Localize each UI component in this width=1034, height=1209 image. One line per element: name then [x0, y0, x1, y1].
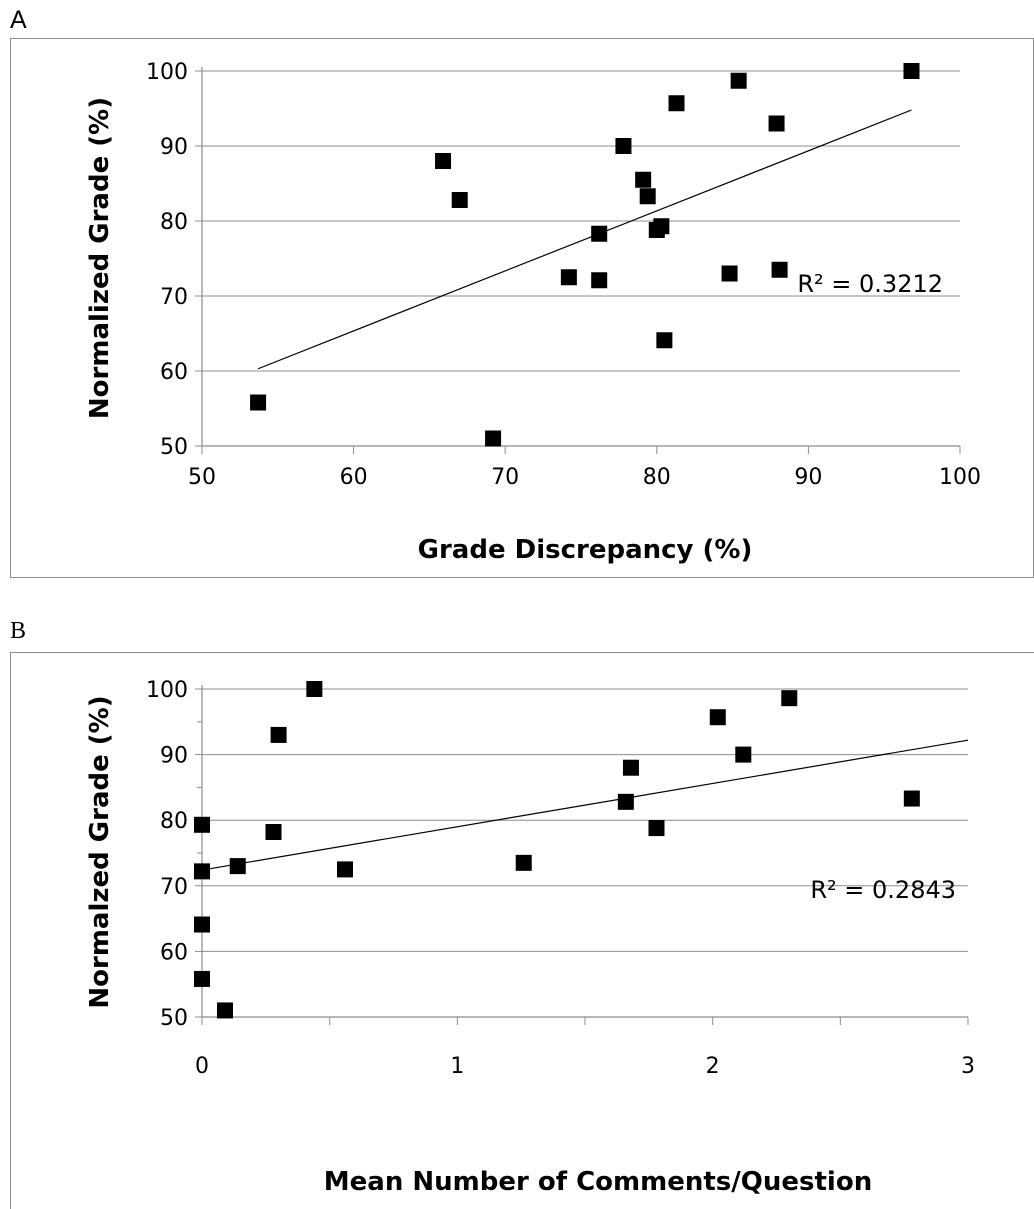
data-point	[336, 861, 353, 878]
y-axis-title: Normalzed Grade (%)	[85, 695, 115, 1008]
x-tick-label: 90	[794, 465, 822, 490]
data-point	[668, 95, 685, 112]
data-point	[451, 192, 468, 208]
data-point	[591, 225, 608, 242]
data-point	[653, 218, 670, 235]
y-tick-label: 90	[160, 135, 188, 160]
y-tick-label: 60	[160, 360, 188, 385]
x-tick-label: 1	[450, 1054, 464, 1079]
data-point	[656, 332, 673, 349]
data-point	[270, 726, 287, 743]
x-tick-label: 0	[195, 1054, 209, 1079]
x-axis-title: Mean Number of Comments/Question	[324, 1167, 872, 1197]
data-point	[903, 790, 920, 807]
data-point	[781, 690, 798, 707]
data-point	[485, 430, 502, 447]
data-point	[306, 681, 323, 697]
y-tick-label: 90	[160, 744, 188, 769]
y-tick-label: 100	[146, 60, 188, 85]
data-point	[216, 1002, 233, 1019]
data-point	[768, 115, 785, 132]
data-point	[591, 272, 608, 289]
data-point	[194, 916, 210, 933]
x-tick-label: 100	[939, 465, 981, 490]
x-tick-label: 3	[961, 1054, 975, 1079]
y-axis-title: Normalized Grade (%)	[85, 97, 115, 419]
x-tick-label: 80	[643, 465, 671, 490]
data-point	[265, 824, 282, 841]
y-tick-label: 70	[160, 875, 188, 900]
panel-a-label: A	[10, 6, 27, 34]
data-point	[730, 72, 747, 89]
data-point	[435, 153, 452, 169]
data-point	[194, 863, 210, 880]
data-point	[771, 261, 788, 278]
x-axis-title: Grade Discrepancy (%)	[418, 535, 753, 565]
data-point	[709, 709, 726, 726]
r-squared-annotation: R² = 0.3212	[797, 270, 943, 298]
x-tick-label: 60	[340, 465, 368, 490]
data-point	[617, 793, 634, 810]
trendline	[257, 109, 912, 370]
panel-b-label: B	[10, 618, 27, 644]
y-tick-label: 60	[160, 940, 188, 965]
trendline	[201, 739, 969, 871]
r-squared-annotation: R² = 0.2843	[810, 876, 956, 904]
data-point	[250, 394, 267, 411]
y-tick-label: 100	[146, 678, 188, 703]
chart-b-frame	[10, 652, 1034, 1209]
x-tick-label: 50	[188, 465, 216, 490]
x-tick-label: 70	[491, 465, 519, 490]
data-point	[194, 970, 210, 987]
y-tick-label: 70	[160, 285, 188, 310]
data-point	[735, 746, 752, 763]
data-point	[560, 269, 577, 286]
y-tick-label: 80	[160, 210, 188, 235]
data-point	[229, 858, 246, 875]
y-tick-label: 80	[160, 809, 188, 834]
chart-a: 50 60 70 80 90 100 50 60 70 80 90 100 Grade Discrepa…	[85, 60, 981, 565]
y-tick-label: 50	[160, 435, 188, 460]
data-point	[721, 265, 738, 282]
data-point	[622, 759, 639, 776]
data-point	[648, 820, 665, 837]
x-tick-label: 2	[706, 1054, 720, 1079]
data-point	[515, 854, 532, 871]
data-point	[639, 188, 656, 205]
data-point	[615, 138, 632, 154]
y-tick-label: 50	[160, 1006, 188, 1031]
data-point	[194, 816, 210, 833]
data-point	[903, 63, 920, 79]
data-point	[635, 171, 652, 188]
